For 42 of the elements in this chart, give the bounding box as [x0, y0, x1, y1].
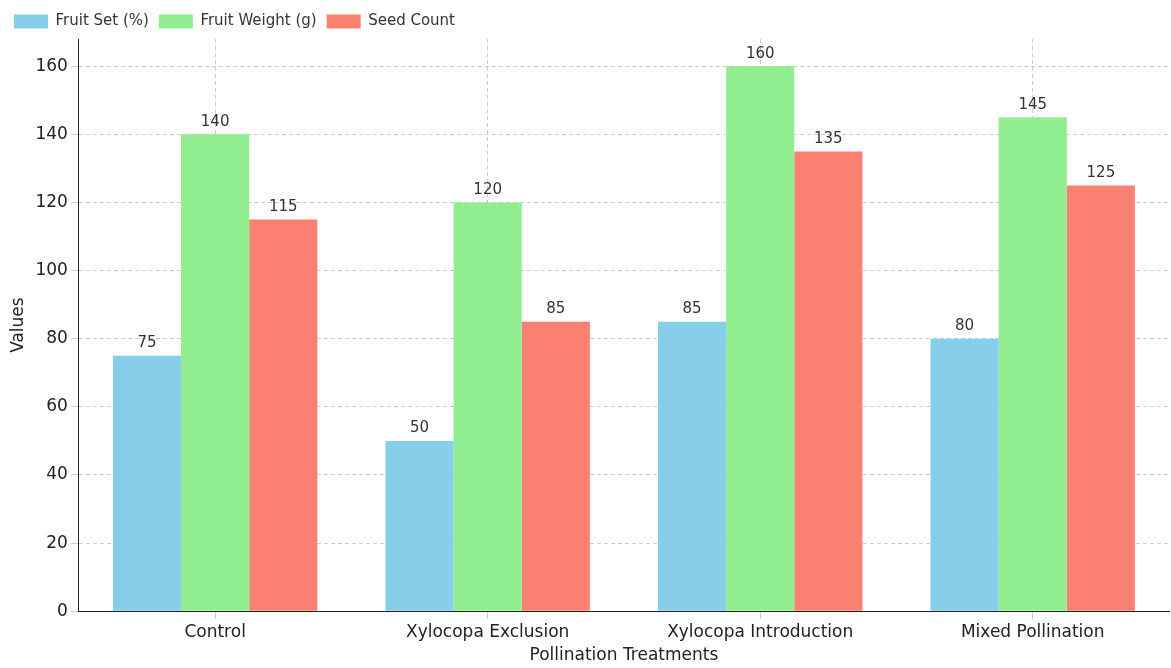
data-label: 75 [137, 333, 157, 352]
legend-label: Seed Count [368, 11, 456, 30]
legend-label: Fruit Weight (g) [200, 11, 317, 30]
y-tick-label: 120 [35, 190, 68, 211]
y-tick-label: 100 [35, 259, 68, 280]
data-label: 160 [745, 43, 775, 62]
data-label: 115 [268, 196, 298, 215]
bar [726, 66, 795, 611]
bar [930, 338, 999, 611]
x-tick-label: Xylocopa Exclusion [406, 620, 570, 641]
x-tick-label: Xylocopa Introduction [667, 620, 854, 641]
y-tick-label: 80 [46, 327, 68, 348]
y-tick-label: 140 [35, 122, 68, 143]
data-label: 85 [682, 299, 702, 318]
bar [453, 202, 522, 611]
data-label: 145 [1018, 94, 1048, 113]
bar [521, 321, 590, 611]
x-tick-label: Mixed Pollination [960, 620, 1105, 641]
bar [385, 440, 454, 611]
data-label: 50 [409, 418, 430, 437]
y-tick-label: 40 [46, 463, 68, 484]
y-tick-label: 160 [35, 54, 68, 75]
y-tick-label: 60 [46, 395, 68, 416]
data-label: 120 [473, 179, 502, 198]
data-label: 135 [814, 128, 843, 147]
bar [657, 321, 727, 611]
bar [249, 219, 318, 611]
bar [112, 355, 182, 611]
legend-label: Fruit Set (%) [55, 11, 149, 30]
data-label: 125 [1086, 162, 1116, 181]
x-axis-title: Pollination Treatments [529, 644, 719, 665]
y-axis-title: Values [6, 297, 27, 353]
y-tick-label: 0 [57, 599, 68, 620]
data-label: 80 [955, 316, 975, 335]
bar [998, 117, 1067, 611]
data-label: 140 [200, 111, 230, 130]
x-tick-label: Control [184, 620, 246, 641]
bar [794, 151, 863, 611]
data-label: 85 [546, 299, 566, 318]
bar [1066, 185, 1135, 611]
y-tick-label: 20 [46, 531, 68, 552]
bar [181, 134, 250, 611]
